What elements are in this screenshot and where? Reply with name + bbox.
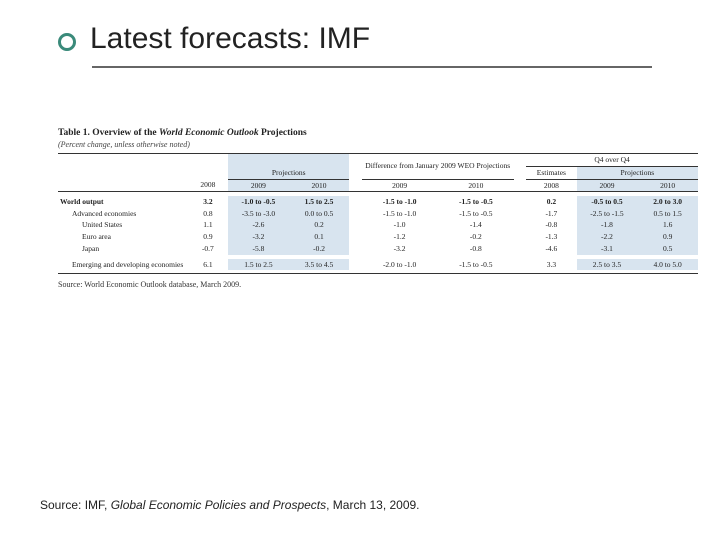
cell: 0.1 — [289, 231, 350, 243]
cell: 3.5 to 4.5 — [289, 259, 350, 271]
row-label: Advanced economies — [58, 208, 188, 220]
table-row: Euro area0.9-3.20.1-1.2-0.2-1.3-2.20.9 — [58, 231, 698, 243]
table-row: World output3.2-1.0 to -0.51.5 to 2.5 -1.… — [58, 196, 698, 208]
cell: 0.5 to 1.5 — [637, 208, 698, 220]
row-label: Euro area — [58, 231, 188, 243]
cell: 1.1 — [188, 219, 228, 231]
cell: -1.5 to -0.5 — [438, 259, 514, 271]
cell: -1.5 to -1.0 — [362, 196, 438, 208]
row-label: Emerging and developing economies — [58, 259, 188, 271]
row-label: Japan — [58, 243, 188, 255]
cell: -3.2 — [228, 231, 289, 243]
cell: -1.0 — [362, 219, 438, 231]
cell: -1.8 — [577, 219, 638, 231]
cell: -1.5 to -1.0 — [362, 208, 438, 220]
cell: 3.3 — [526, 259, 577, 271]
cell: -0.2 — [438, 231, 514, 243]
cell: -3.2 — [362, 243, 438, 255]
row-label: United States — [58, 219, 188, 231]
cell: 2.0 to 3.0 — [637, 196, 698, 208]
table-row: Advanced economies0.8-3.5 to -3.00.0 to … — [58, 208, 698, 220]
imf-projections-table: Table 1. Overview of the World Economic … — [58, 128, 698, 289]
cell: -0.2 — [289, 243, 350, 255]
cell: -1.4 — [438, 219, 514, 231]
title-bullet-icon — [58, 33, 76, 51]
col-group-diff: Difference from January 2009 WEO Project… — [362, 154, 514, 180]
cell: 6.1 — [188, 259, 228, 271]
cell: -1.2 — [362, 231, 438, 243]
cell: -0.5 to 0.5 — [577, 196, 638, 208]
col-group-q4: Q4 over Q4 — [526, 154, 698, 167]
cell: -3.1 — [577, 243, 638, 255]
cell: -0.8 — [438, 243, 514, 255]
table-row: United States1.1-2.60.2 -1.0-1.4 -0.8-1.81… — [58, 219, 698, 231]
cell: -3.5 to -3.0 — [228, 208, 289, 220]
cell: -1.0 to -0.5 — [228, 196, 289, 208]
cell: 0.8 — [188, 208, 228, 220]
slide-title: Latest forecasts: IMF — [90, 22, 370, 56]
cell: -4.6 — [526, 243, 577, 255]
cell: 0.2 — [526, 196, 577, 208]
cell: 2.5 to 3.5 — [577, 259, 638, 271]
col-group-proj: Projections — [228, 166, 349, 179]
table-row: Japan-0.7-5.8-0.2 -3.2-0.8 -4.6-3.10.5 — [58, 243, 698, 255]
cell: -0.7 — [188, 243, 228, 255]
title-underline — [92, 66, 652, 68]
data-table: Difference from January 2009 WEO Project… — [58, 153, 698, 274]
cell: -2.5 to -1.5 — [577, 208, 638, 220]
cell: 0.2 — [289, 219, 350, 231]
cell: 0.9 — [188, 231, 228, 243]
cell: -2.2 — [577, 231, 638, 243]
table-caption: Table 1. Overview of the World Economic … — [58, 128, 698, 138]
cell: -2.0 to -1.0 — [362, 259, 438, 271]
slide-footer-source: Source: IMF, Global Economic Policies an… — [40, 498, 420, 512]
cell: -2.6 — [228, 219, 289, 231]
col-group-proj2: Projections — [577, 166, 698, 179]
cell: -1.5 to -0.5 — [438, 196, 514, 208]
cell: 4.0 to 5.0 — [637, 259, 698, 271]
cell: 0.0 to 0.5 — [289, 208, 350, 220]
cell: -1.5 to -0.5 — [438, 208, 514, 220]
cell: 1.6 — [637, 219, 698, 231]
table-source: Source: World Economic Outlook database,… — [58, 280, 698, 289]
row-label: World output — [58, 196, 188, 208]
cell: 1.5 to 2.5 — [289, 196, 350, 208]
cell: 0.9 — [637, 231, 698, 243]
cell: -1.7 — [526, 208, 577, 220]
col-group-est: Estimates — [526, 166, 577, 179]
table-subtitle: (Percent change, unless otherwise noted) — [58, 140, 698, 149]
cell: -5.8 — [228, 243, 289, 255]
cell: -1.3 — [526, 231, 577, 243]
cell: -0.8 — [526, 219, 577, 231]
cell: 0.5 — [637, 243, 698, 255]
cell: 1.5 to 2.5 — [228, 259, 289, 271]
table-row: Emerging and developing economies6.11.5 … — [58, 259, 698, 271]
cell: 3.2 — [188, 196, 228, 208]
